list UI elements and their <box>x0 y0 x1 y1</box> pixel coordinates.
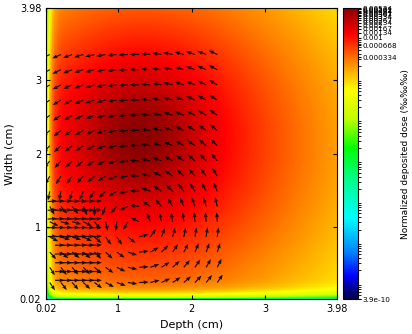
X-axis label: Depth (cm): Depth (cm) <box>160 320 223 330</box>
Y-axis label: Width (cm): Width (cm) <box>4 123 14 185</box>
Y-axis label: Normalized deposited dose (‰‰‰): Normalized deposited dose (‰‰‰) <box>401 69 410 239</box>
